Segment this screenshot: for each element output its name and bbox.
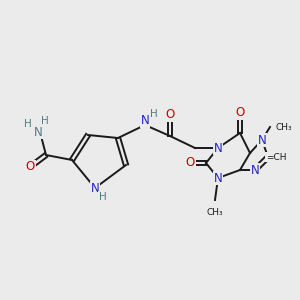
Text: N: N [214,172,222,184]
Text: N: N [91,182,99,194]
Text: N: N [34,125,42,139]
Text: N: N [258,134,266,146]
Text: H: H [41,116,49,126]
Text: O: O [26,160,34,173]
Text: O: O [185,157,195,169]
Text: H: H [99,192,107,202]
Text: N: N [141,115,149,128]
Text: H: H [150,109,158,119]
Text: O: O [165,109,175,122]
Text: N: N [250,164,260,176]
Text: O: O [236,106,244,119]
Text: CH₃: CH₃ [275,122,292,131]
Text: H: H [24,119,32,129]
Text: N: N [214,142,222,154]
Text: CH₃: CH₃ [207,208,223,217]
Text: =CH: =CH [266,152,286,161]
